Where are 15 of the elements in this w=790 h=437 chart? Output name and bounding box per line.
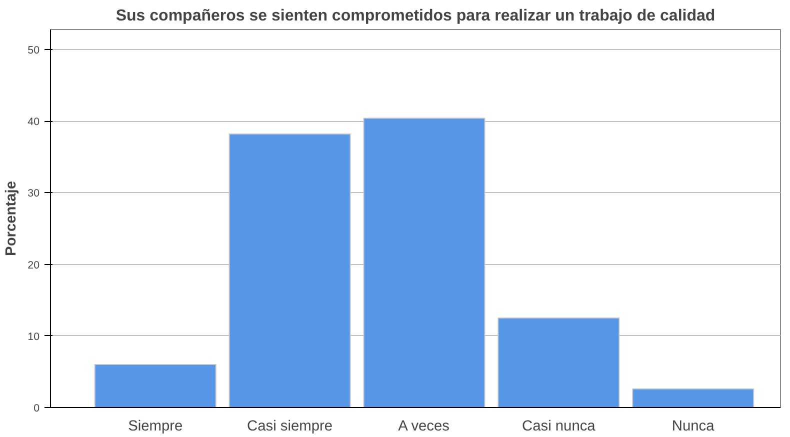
- x-tick-label: A veces: [398, 418, 450, 434]
- bar: [632, 388, 754, 408]
- y-tick-label: 20: [28, 259, 40, 272]
- y-tick-label: 40: [28, 116, 40, 128]
- x-tick-label: Nunca: [672, 418, 716, 434]
- y-tick-label: 0: [34, 402, 40, 414]
- chart-title: Sus compañeros se sienten comprometidos para realizar un trabajo de calidad: [116, 8, 716, 24]
- y-tick-label: 30: [28, 188, 40, 200]
- y-tick-label: 10: [28, 330, 40, 343]
- y-tick-label: 50: [28, 44, 40, 57]
- y-axis-title: Porcentaje: [4, 181, 20, 256]
- bar: [94, 364, 216, 408]
- x-tick-label: Siempre: [128, 418, 183, 434]
- x-tick-label: Casi siempre: [247, 418, 333, 434]
- x-tick-label: Casi nunca: [522, 418, 596, 434]
